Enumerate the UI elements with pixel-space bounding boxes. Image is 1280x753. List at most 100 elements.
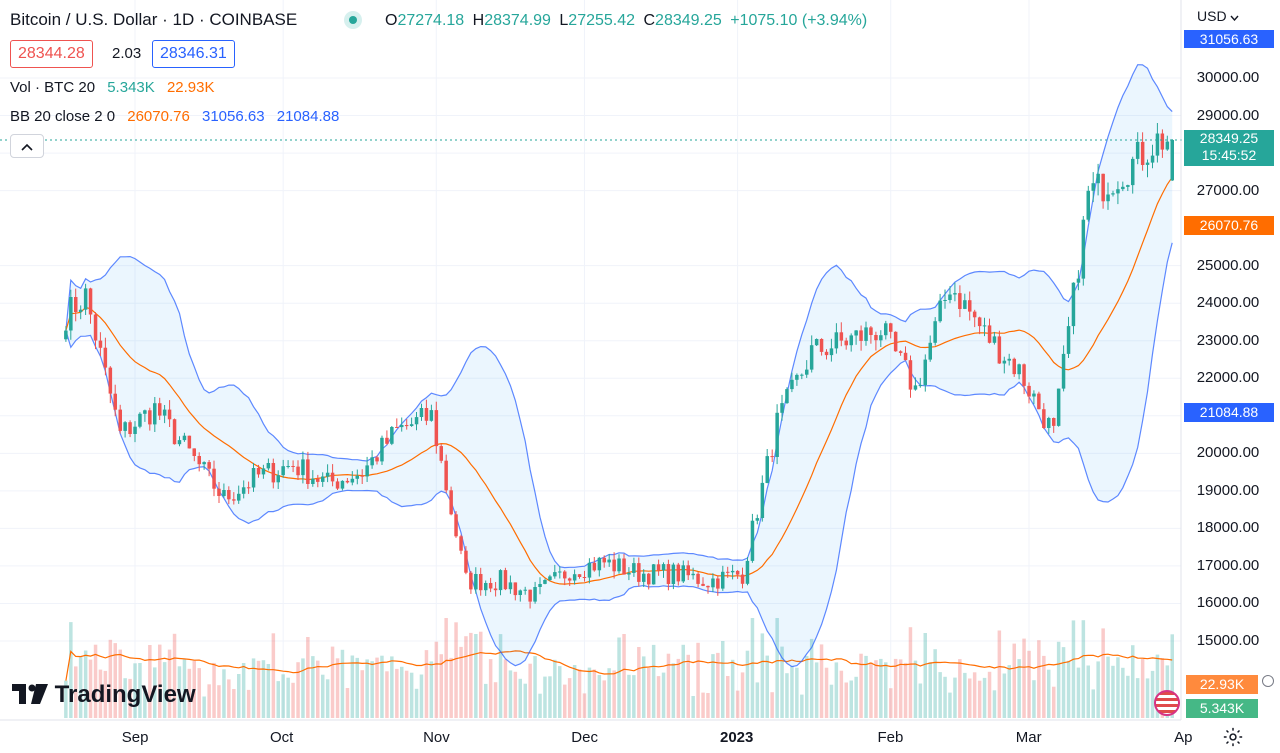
buy-button[interactable]: 28346.31 (152, 40, 235, 68)
candle (454, 511, 458, 538)
candle (622, 553, 626, 575)
volume-bar (721, 641, 725, 718)
candle (963, 293, 967, 310)
candle (321, 472, 325, 487)
candle (385, 430, 389, 445)
candle (197, 452, 201, 472)
volume-bar (370, 661, 374, 718)
volume-bar (681, 644, 685, 718)
candle (1111, 190, 1115, 197)
volume-bar (138, 663, 142, 718)
volume-bar (1056, 641, 1061, 718)
bb-lower-price-tag: 21084.88 (1184, 403, 1274, 422)
candle (770, 449, 774, 463)
volume-bar (276, 681, 280, 718)
collapse-legend-button[interactable] (10, 134, 44, 158)
candle (172, 418, 177, 445)
volume-bar (306, 637, 310, 718)
volume-bar (879, 658, 883, 718)
bollinger-legend[interactable]: BB 20 close 2 0 26070.76 31056.63 21084.… (10, 108, 347, 125)
volume-bar (750, 618, 755, 718)
volume-legend[interactable]: Vol · BTC 20 5.343K 22.93K (10, 79, 222, 96)
chart-settings-button[interactable] (1222, 726, 1246, 750)
volume-bar (296, 662, 300, 718)
candle (617, 554, 621, 574)
volume-bar (291, 682, 295, 718)
candle (795, 373, 799, 386)
volume-bar (898, 659, 903, 718)
candle (370, 450, 374, 469)
open-label: O (385, 12, 398, 29)
volume-bar (251, 658, 256, 718)
candle (464, 546, 468, 575)
volume-bar (355, 657, 359, 718)
candle (291, 460, 295, 473)
volume-bar (1116, 657, 1120, 718)
candle (1007, 353, 1011, 366)
candle (859, 325, 863, 351)
volume-bar (484, 683, 488, 718)
candle (113, 384, 117, 417)
candle (316, 474, 320, 488)
volume-bar (884, 662, 888, 718)
candle (508, 575, 513, 594)
candle (548, 574, 552, 581)
candle (74, 288, 78, 322)
volume-bar (271, 633, 276, 718)
market-status-icon[interactable] (344, 11, 362, 29)
volume-bar (281, 674, 285, 718)
volume-bar (1096, 661, 1100, 718)
candle (1160, 129, 1165, 158)
volume-bar (1135, 678, 1140, 718)
volume-bar (1160, 658, 1165, 718)
candle (1121, 181, 1125, 192)
candle (642, 569, 646, 587)
gear-icon (1223, 727, 1243, 747)
volume-bar (64, 680, 68, 718)
volume-bar (656, 676, 661, 718)
currency-selector[interactable]: USD (1197, 8, 1239, 24)
volume-bar (780, 646, 784, 718)
sell-button[interactable]: 28344.28 (10, 40, 93, 68)
volume-bar (755, 682, 760, 718)
tradingview-logo[interactable]: TradingView (12, 681, 196, 709)
candle (1081, 216, 1086, 286)
candle (1022, 363, 1026, 395)
candle (661, 562, 666, 578)
volume-ma-tag: 22.93K (1186, 675, 1258, 694)
candle (108, 366, 113, 404)
time-tick-label: Ap (1174, 729, 1193, 746)
volume-bar (918, 683, 923, 718)
volume-bar (1061, 647, 1066, 718)
volume-bar (963, 672, 967, 718)
volume-bar (592, 669, 597, 718)
candle (1042, 403, 1046, 430)
candle (740, 567, 745, 589)
volume-bar (933, 649, 937, 718)
candle (898, 350, 903, 356)
close-value: 28349.25 (655, 12, 722, 29)
volume-bar (805, 655, 809, 718)
volume-bar (1027, 650, 1031, 718)
volume-bar (1155, 654, 1160, 718)
volume-bar (617, 637, 621, 718)
candle (93, 312, 98, 350)
candle (676, 562, 681, 586)
volume-bar (543, 676, 547, 718)
volume-bar (582, 693, 587, 718)
symbol-title[interactable]: Bitcoin / U.S. Dollar · 1D · COINBASE (10, 10, 298, 29)
candle (237, 485, 241, 504)
candle (671, 562, 676, 590)
ohlc-values: O27274.18 H28374.99 L27255.42 C28349.25 … (385, 12, 871, 30)
close-label: C (643, 12, 656, 29)
candle (365, 456, 369, 482)
volume-bar (493, 682, 498, 718)
volume-bar (503, 659, 508, 718)
candle (666, 559, 671, 591)
us-flag-icon[interactable] (1154, 690, 1180, 716)
volume-bar (928, 662, 932, 718)
candle (760, 475, 765, 522)
high-value: 28374.99 (484, 12, 551, 29)
candle (637, 557, 641, 587)
